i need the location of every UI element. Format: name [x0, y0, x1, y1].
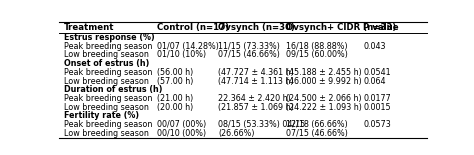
Text: Peak breeding season: Peak breeding season: [64, 68, 152, 77]
Text: (45.188 ± 2.455 h): (45.188 ± 2.455 h): [286, 68, 362, 77]
Text: 07/15 (46.66%): 07/15 (46.66%): [286, 129, 348, 138]
Text: Peak breeding season: Peak breeding season: [64, 94, 152, 103]
Text: 11/15 (73.33%): 11/15 (73.33%): [218, 42, 280, 51]
Text: Control (n=17): Control (n=17): [157, 23, 229, 32]
Text: 0.043: 0.043: [363, 42, 385, 51]
Text: 0.0541: 0.0541: [363, 68, 391, 77]
Text: Onset of estrus (h): Onset of estrus (h): [64, 59, 149, 68]
Text: (56.00 h): (56.00 h): [157, 68, 193, 77]
Text: Fertility rate (%): Fertility rate (%): [64, 111, 139, 120]
Text: Estrus response (%): Estrus response (%): [64, 33, 155, 42]
Text: (20.00 h): (20.00 h): [157, 103, 193, 112]
Text: 0.0015: 0.0015: [363, 103, 391, 112]
Text: 08/15 (53.33%) 04/15: 08/15 (53.33%) 04/15: [218, 120, 305, 129]
Text: Low breeding season: Low breeding season: [64, 103, 148, 112]
Text: 01/07 (14.28%): 01/07 (14.28%): [157, 42, 219, 51]
Text: Treatment: Treatment: [64, 23, 114, 32]
Text: (47.727 ± 4.361 h): (47.727 ± 4.361 h): [218, 68, 294, 77]
Text: Low breeding season: Low breeding season: [64, 129, 148, 138]
Text: 07/15 (46.66%): 07/15 (46.66%): [218, 50, 280, 59]
Text: P value: P value: [363, 23, 399, 32]
Text: (47.714 ± 1.113 h): (47.714 ± 1.113 h): [218, 77, 293, 86]
Text: 00/10 (00%): 00/10 (00%): [157, 129, 207, 138]
Text: 00/07 (00%): 00/07 (00%): [157, 120, 207, 129]
Text: 16/18 (88.88%): 16/18 (88.88%): [286, 42, 347, 51]
Text: 0.0573: 0.0573: [363, 120, 391, 129]
Text: Duration of estrus (h): Duration of estrus (h): [64, 85, 162, 94]
Text: 0.0177: 0.0177: [363, 94, 391, 103]
Text: Ovsynch+ CIDR (n=33): Ovsynch+ CIDR (n=33): [286, 23, 396, 32]
Text: Peak breeding season: Peak breeding season: [64, 120, 152, 129]
Text: (24.222 ± 1.093 h): (24.222 ± 1.093 h): [286, 103, 362, 112]
Text: (21.00 h): (21.00 h): [157, 94, 193, 103]
Text: Low breeding season: Low breeding season: [64, 77, 148, 86]
Text: (57.00 h): (57.00 h): [157, 77, 194, 86]
Text: 01/10 (10%): 01/10 (10%): [157, 50, 207, 59]
Text: (21.857 ± 1.069 h): (21.857 ± 1.069 h): [218, 103, 294, 112]
Text: 0.064: 0.064: [363, 77, 385, 86]
Text: 22.364 ± 2.420 h): 22.364 ± 2.420 h): [218, 94, 291, 103]
Text: Ovsynch (n=30): Ovsynch (n=30): [218, 23, 295, 32]
Text: 09/15 (60.00%): 09/15 (60.00%): [286, 50, 348, 59]
Text: (24.500 ± 2.066 h): (24.500 ± 2.066 h): [286, 94, 362, 103]
Text: Peak breeding season: Peak breeding season: [64, 42, 152, 51]
Text: Low breeding season: Low breeding season: [64, 50, 148, 59]
Text: (26.66%): (26.66%): [218, 129, 255, 138]
Text: (46.000 ± 9.992 h): (46.000 ± 9.992 h): [286, 77, 362, 86]
Text: 12/18 (66.66%): 12/18 (66.66%): [286, 120, 347, 129]
